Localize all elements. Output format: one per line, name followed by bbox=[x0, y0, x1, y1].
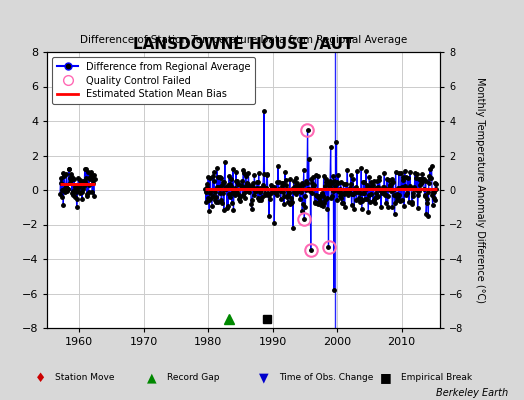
Text: Difference of Station Temperature Data from Regional Average: Difference of Station Temperature Data f… bbox=[80, 35, 407, 45]
Title: LANSDOWNE HOUSE /AUT: LANSDOWNE HOUSE /AUT bbox=[134, 37, 354, 52]
Text: Time of Obs. Change: Time of Obs. Change bbox=[279, 374, 373, 382]
Text: ■: ■ bbox=[380, 372, 392, 384]
Text: Berkeley Earth: Berkeley Earth bbox=[436, 388, 508, 398]
Text: Empirical Break: Empirical Break bbox=[401, 374, 472, 382]
Text: ▲: ▲ bbox=[147, 372, 157, 384]
Text: ♦: ♦ bbox=[35, 372, 46, 384]
Text: Record Gap: Record Gap bbox=[167, 374, 219, 382]
Text: Station Move: Station Move bbox=[54, 374, 114, 382]
Text: ▼: ▼ bbox=[259, 372, 269, 384]
Legend: Difference from Regional Average, Quality Control Failed, Estimated Station Mean: Difference from Regional Average, Qualit… bbox=[52, 57, 255, 104]
Y-axis label: Monthly Temperature Anomaly Difference (°C): Monthly Temperature Anomaly Difference (… bbox=[475, 77, 485, 303]
